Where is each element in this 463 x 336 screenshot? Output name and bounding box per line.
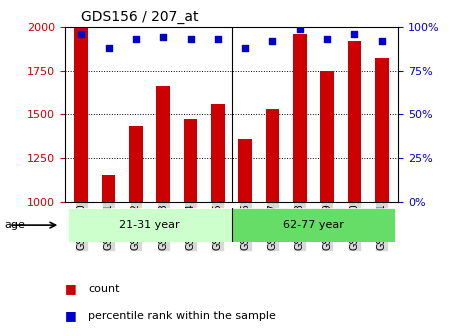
Bar <box>68 208 232 242</box>
Point <box>159 35 167 40</box>
Point <box>187 36 194 42</box>
Point <box>77 31 85 37</box>
Text: 62-77 year: 62-77 year <box>283 220 344 230</box>
Bar <box>211 104 225 202</box>
Text: 21-31 year: 21-31 year <box>119 220 180 230</box>
Point <box>105 45 112 50</box>
Text: count: count <box>88 284 119 294</box>
Bar <box>156 86 170 202</box>
Text: ■: ■ <box>65 309 76 322</box>
Bar <box>232 208 395 242</box>
Point <box>351 31 358 37</box>
Point <box>242 45 249 50</box>
Bar <box>238 139 252 202</box>
Point <box>378 38 386 44</box>
Bar <box>293 34 307 202</box>
Bar <box>102 175 115 202</box>
Point <box>324 36 331 42</box>
Bar <box>320 71 334 202</box>
Bar <box>75 27 88 202</box>
Text: GDS156 / 207_at: GDS156 / 207_at <box>81 10 199 25</box>
Bar <box>266 109 279 202</box>
Point <box>214 36 221 42</box>
Text: percentile rank within the sample: percentile rank within the sample <box>88 311 276 321</box>
Point <box>269 38 276 44</box>
Point <box>296 26 304 31</box>
Bar <box>375 58 388 202</box>
Point <box>132 36 139 42</box>
Bar <box>184 120 197 202</box>
Text: ■: ■ <box>65 283 76 295</box>
Text: age: age <box>5 220 25 230</box>
Bar <box>348 41 361 202</box>
Bar <box>129 126 143 202</box>
